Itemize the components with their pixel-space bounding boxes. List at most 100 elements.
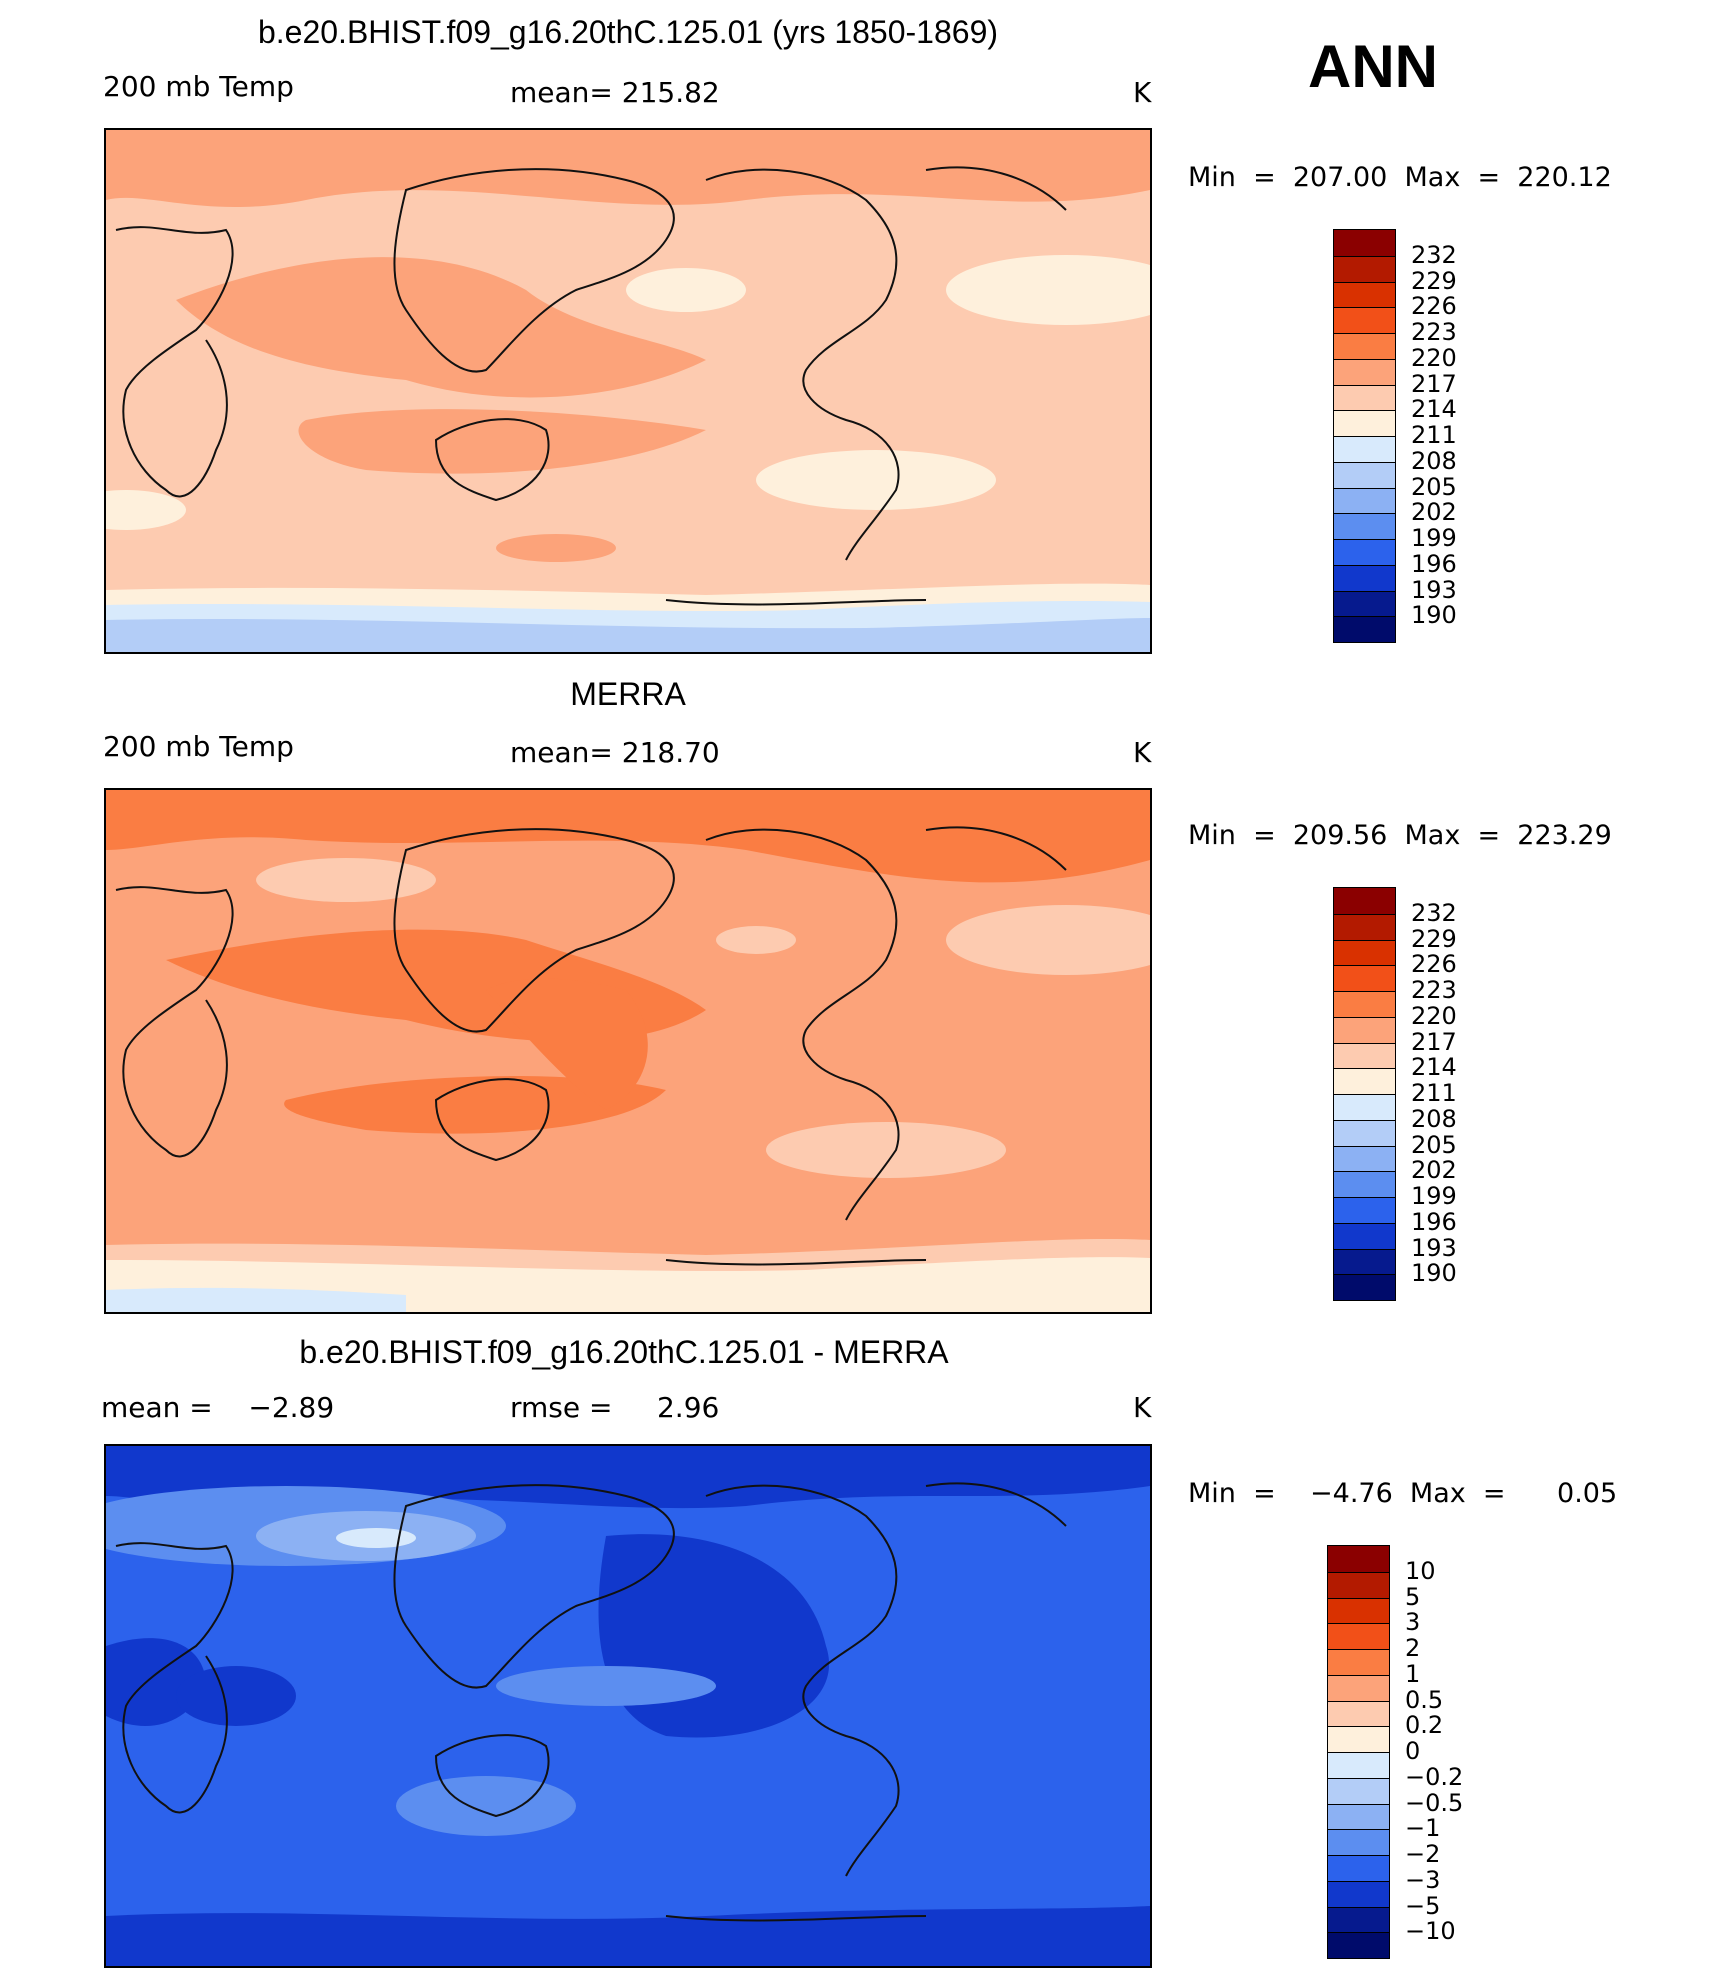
panel-2-variable-label: 200 mb Temp: [103, 730, 294, 763]
region-colder-antarctic: [106, 618, 1150, 652]
colorbar-tick-label: 223: [1411, 976, 1457, 1004]
colorbar-cell: [1328, 1674, 1389, 1701]
panel-3-mean-label: mean = −2.89: [101, 1391, 335, 1424]
colorbar-tick-label: 232: [1411, 240, 1457, 269]
coastlines: [115, 826, 1067, 1266]
colorbar-cell: [1334, 281, 1395, 308]
colorbar-cell: [1328, 1649, 1389, 1675]
region-strong-africa: [176, 1666, 296, 1726]
colorbar-tick-label: −10: [1405, 1917, 1456, 1946]
colorbar-cell: [1334, 255, 1395, 282]
colorbar-cell: [1334, 410, 1395, 436]
colorbar-tick-label: 229: [1411, 266, 1457, 295]
colorbar-cell: [1334, 436, 1395, 462]
colorbar-tick-label: 199: [1411, 524, 1457, 552]
coastlines: [115, 166, 1067, 606]
colorbar-tick-label: 196: [1411, 549, 1457, 578]
colorbar-tick-label: 220: [1411, 343, 1457, 372]
colorbar-cell: [1334, 358, 1395, 385]
colorbar-cell: [1334, 1119, 1395, 1146]
colorbar-tick-label: 205: [1411, 1130, 1457, 1159]
colorbar-cell: [1334, 539, 1395, 565]
panel-2-title: MERRA: [570, 676, 686, 712]
colorbar-tick-label: −1: [1405, 1814, 1441, 1843]
colorbar-cell: [1334, 1197, 1395, 1223]
panel-2-colorbar: [1333, 887, 1396, 1301]
colorbar-cell: [1328, 1571, 1389, 1598]
colorbar-tick-label: 202: [1411, 498, 1457, 527]
panel-1-minmax: Min = 207.00 Max = 220.12: [1188, 162, 1612, 193]
colorbar-tick-label: 211: [1411, 1079, 1457, 1107]
colorbar-cell: [1334, 564, 1395, 591]
region-weak-indonesia: [496, 1666, 716, 1706]
region-warm-south-pacific: [496, 534, 616, 562]
colorbar-cell: [1334, 939, 1395, 966]
colorbar-tick-label: −0.2: [1405, 1762, 1464, 1791]
colorbar-tick-label: 2: [1405, 1634, 1421, 1662]
colorbar-tick-label: 208: [1411, 1104, 1457, 1133]
colorbar-cell: [1334, 1274, 1395, 1300]
colorbar-cell: [1328, 1752, 1389, 1778]
region-pale-europe: [256, 858, 436, 902]
colorbar-tick-label: −5: [1405, 1891, 1441, 1920]
colorbar-cell: [1328, 1726, 1389, 1752]
colorbar-tick-label: 196: [1411, 1207, 1457, 1236]
colorbar-cell: [1334, 384, 1395, 411]
colorbar-cell: [1328, 1597, 1389, 1624]
panel-2-map: [104, 788, 1152, 1314]
colorbar-cell: [1334, 1042, 1395, 1069]
region-pale-south-pacific: [756, 450, 996, 510]
panel-3-units: K: [1133, 1391, 1152, 1424]
colorbar-tick-label: 3: [1405, 1608, 1421, 1637]
colorbar-cell: [1328, 1803, 1389, 1830]
panel-3-map: [104, 1444, 1152, 1968]
colorbar-tick-label: 214: [1411, 395, 1457, 424]
colorbar-cell: [1334, 230, 1395, 256]
region-pale-south-pacific: [766, 1122, 1006, 1178]
colorbar-cell: [1334, 1248, 1395, 1275]
colorbar-tick-label: 226: [1411, 292, 1457, 321]
panel-1-variable-label: 200 mb Temp: [103, 70, 294, 103]
colorbar-tick-label: 205: [1411, 472, 1457, 501]
region-weak-australia: [396, 1776, 576, 1836]
colorbar-cell: [1334, 1016, 1395, 1043]
region-warm-indian-ocean: [284, 1076, 666, 1134]
region-warm-tropics-asia: [176, 257, 706, 398]
colorbar-cell: [1334, 991, 1395, 1017]
colorbar-cell: [1328, 1546, 1389, 1572]
colorbar-cell: [1334, 307, 1395, 333]
colorbar-cell: [1328, 1777, 1389, 1804]
panel-1-title: b.e20.BHIST.f09_g16.20thC.125.01 (yrs 18…: [257, 14, 999, 50]
panel-3-minmax: Min = −4.76 Max = 0.05: [1188, 1478, 1618, 1509]
region-strong-antarctic: [106, 1906, 1150, 1966]
colorbar-tick-label: 232: [1411, 898, 1457, 927]
region-warm-indian-ocean: [298, 409, 706, 474]
panel-1-colorbar: [1333, 229, 1396, 643]
colorbar-tick-label: 217: [1411, 1027, 1457, 1056]
colorbar-tick-label: 220: [1411, 1001, 1457, 1030]
colorbar-tick-label: 199: [1411, 1182, 1457, 1210]
colorbar-tick-label: 193: [1411, 1233, 1457, 1262]
colorbar-cell: [1334, 913, 1395, 940]
colorbar-cell: [1334, 616, 1395, 642]
region-warm-north: [106, 130, 1150, 208]
colorbar-tick-label: 211: [1411, 421, 1457, 449]
colorbar-cell: [1328, 1880, 1389, 1907]
panel-1-units: K: [1133, 76, 1152, 109]
colorbar-tick-label: 226: [1411, 950, 1457, 979]
colorbar-tick-label: 223: [1411, 318, 1457, 346]
region-near-zero-tibet: [336, 1528, 416, 1548]
region-cold-antarctic: [106, 1287, 406, 1312]
colorbar-cell: [1328, 1906, 1389, 1933]
colorbar-tick-label: 217: [1411, 369, 1457, 398]
region-pale-north-pacific: [716, 926, 796, 954]
colorbar-cell: [1334, 965, 1395, 991]
colorbar-cell: [1334, 487, 1395, 514]
colorbar-cell: [1334, 1145, 1395, 1172]
colorbar-cell: [1334, 1171, 1395, 1197]
colorbar-tick-label: 0: [1405, 1737, 1421, 1765]
colorbar-tick-label: 5: [1405, 1582, 1421, 1611]
panel-3-colorbar: [1327, 1545, 1390, 1959]
colorbar-tick-label: 190: [1411, 601, 1457, 630]
panel-1-map: [104, 128, 1152, 654]
